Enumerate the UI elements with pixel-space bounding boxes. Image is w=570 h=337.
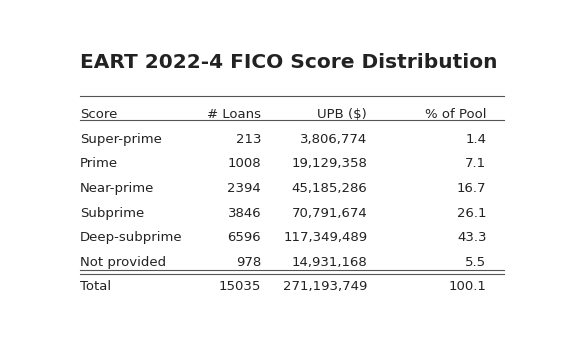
Text: 70,791,674: 70,791,674: [291, 207, 367, 219]
Text: 117,349,489: 117,349,489: [283, 231, 367, 244]
Text: 3846: 3846: [227, 207, 261, 219]
Text: Subprime: Subprime: [80, 207, 144, 219]
Text: 5.5: 5.5: [465, 256, 487, 269]
Text: Total: Total: [80, 280, 111, 294]
Text: EART 2022-4 FICO Score Distribution: EART 2022-4 FICO Score Distribution: [80, 53, 498, 72]
Text: 6596: 6596: [227, 231, 261, 244]
Text: 978: 978: [236, 256, 261, 269]
Text: 16.7: 16.7: [457, 182, 487, 195]
Text: Score: Score: [80, 108, 117, 121]
Text: 43.3: 43.3: [457, 231, 487, 244]
Text: % of Pool: % of Pool: [425, 108, 487, 121]
Text: 2394: 2394: [227, 182, 261, 195]
Text: Super-prime: Super-prime: [80, 132, 162, 146]
Text: 3,806,774: 3,806,774: [300, 132, 367, 146]
Text: 1008: 1008: [227, 157, 261, 170]
Text: 14,931,168: 14,931,168: [291, 256, 367, 269]
Text: 15035: 15035: [219, 280, 261, 294]
Text: 100.1: 100.1: [449, 280, 487, 294]
Text: 45,185,286: 45,185,286: [291, 182, 367, 195]
Text: # Loans: # Loans: [207, 108, 261, 121]
Text: 271,193,749: 271,193,749: [283, 280, 367, 294]
Text: 7.1: 7.1: [465, 157, 487, 170]
Text: 213: 213: [236, 132, 261, 146]
Text: Not provided: Not provided: [80, 256, 166, 269]
Text: Prime: Prime: [80, 157, 118, 170]
Text: UPB ($): UPB ($): [317, 108, 367, 121]
Text: Near-prime: Near-prime: [80, 182, 154, 195]
Text: 26.1: 26.1: [457, 207, 487, 219]
Text: 1.4: 1.4: [466, 132, 487, 146]
Text: 19,129,358: 19,129,358: [291, 157, 367, 170]
Text: Deep-subprime: Deep-subprime: [80, 231, 183, 244]
